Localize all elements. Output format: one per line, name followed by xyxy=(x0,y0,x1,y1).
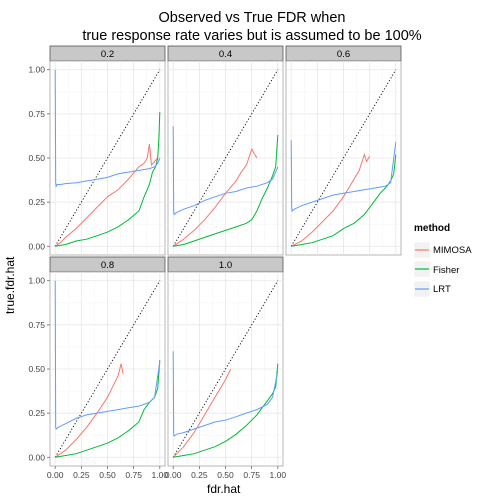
diagonal-reference-line xyxy=(54,69,161,247)
series-line-lrt-facet-0.2 xyxy=(54,69,161,188)
y-tick-label: 0.25 xyxy=(28,197,45,207)
series-line-lrt-facet-0.4 xyxy=(172,126,279,216)
x-tick-label: 0.75 xyxy=(243,470,260,480)
y-tick-label: 1.00 xyxy=(28,65,45,75)
x-tick-label: 0.00 xyxy=(165,470,182,480)
x-tick-label: 1.00 xyxy=(270,470,287,480)
y-axis-label: true.fdr.hat xyxy=(3,256,17,314)
x-axis-label: fdr.hat xyxy=(207,482,241,496)
legend-label-fisher: Fisher xyxy=(433,265,460,276)
facet-strip-label: 0.6 xyxy=(337,49,350,60)
chart-title-line-2: true response rate varies but is assumed… xyxy=(82,28,422,44)
series-line-fisher-facet-1.0 xyxy=(173,363,279,458)
x-tick-label: 0.50 xyxy=(217,470,234,480)
facet-strip-label: 0.2 xyxy=(101,49,114,60)
x-tick-label: 0.25 xyxy=(191,470,208,480)
diagonal-reference-line xyxy=(290,69,397,247)
diagonal-reference-line xyxy=(54,280,161,458)
series-line-mimosa-facet-0.6 xyxy=(290,152,371,247)
y-tick-label: 0.00 xyxy=(28,452,45,462)
series-line-mimosa-facet-0.8 xyxy=(54,363,124,458)
facet-strip-label: 0.8 xyxy=(101,260,114,271)
series-line-fisher-facet-0.6 xyxy=(291,154,397,247)
x-tick-label: 1.00 xyxy=(152,470,169,480)
y-tick-label: 1.00 xyxy=(28,276,45,286)
series-line-lrt-facet-0.6 xyxy=(290,140,397,212)
x-tick-label: 0.25 xyxy=(73,470,90,480)
diagonal-reference-line xyxy=(172,69,279,247)
legend-label-lrt: LRT xyxy=(433,284,451,295)
y-tick-label: 0.75 xyxy=(28,320,45,330)
y-tick-label: 0.50 xyxy=(28,364,45,374)
series-line-lrt-facet-0.8 xyxy=(54,280,161,430)
chart-title-line-1: Observed vs True FDR when xyxy=(158,10,346,26)
y-tick-label: 0.00 xyxy=(28,241,45,251)
x-tick-label: 0.75 xyxy=(125,470,142,480)
x-tick-label: 0.50 xyxy=(99,470,116,480)
series-line-fisher-facet-0.2 xyxy=(55,112,161,247)
facet-strip-label: 0.4 xyxy=(219,49,232,60)
x-tick-label: 0.00 xyxy=(47,470,64,480)
y-tick-label: 0.50 xyxy=(28,153,45,163)
diagonal-reference-line xyxy=(172,280,279,458)
y-tick-label: 0.25 xyxy=(28,408,45,418)
series-line-mimosa-facet-1.0 xyxy=(172,368,232,458)
legend-title: method xyxy=(414,223,451,234)
series-line-lrt-facet-1.0 xyxy=(172,351,279,437)
series-line-mimosa-facet-0.2 xyxy=(54,143,159,247)
y-tick-label: 0.75 xyxy=(28,109,45,119)
legend-label-mimosa: MIMOSA xyxy=(433,245,472,256)
facet-strip-label: 1.0 xyxy=(219,260,232,271)
